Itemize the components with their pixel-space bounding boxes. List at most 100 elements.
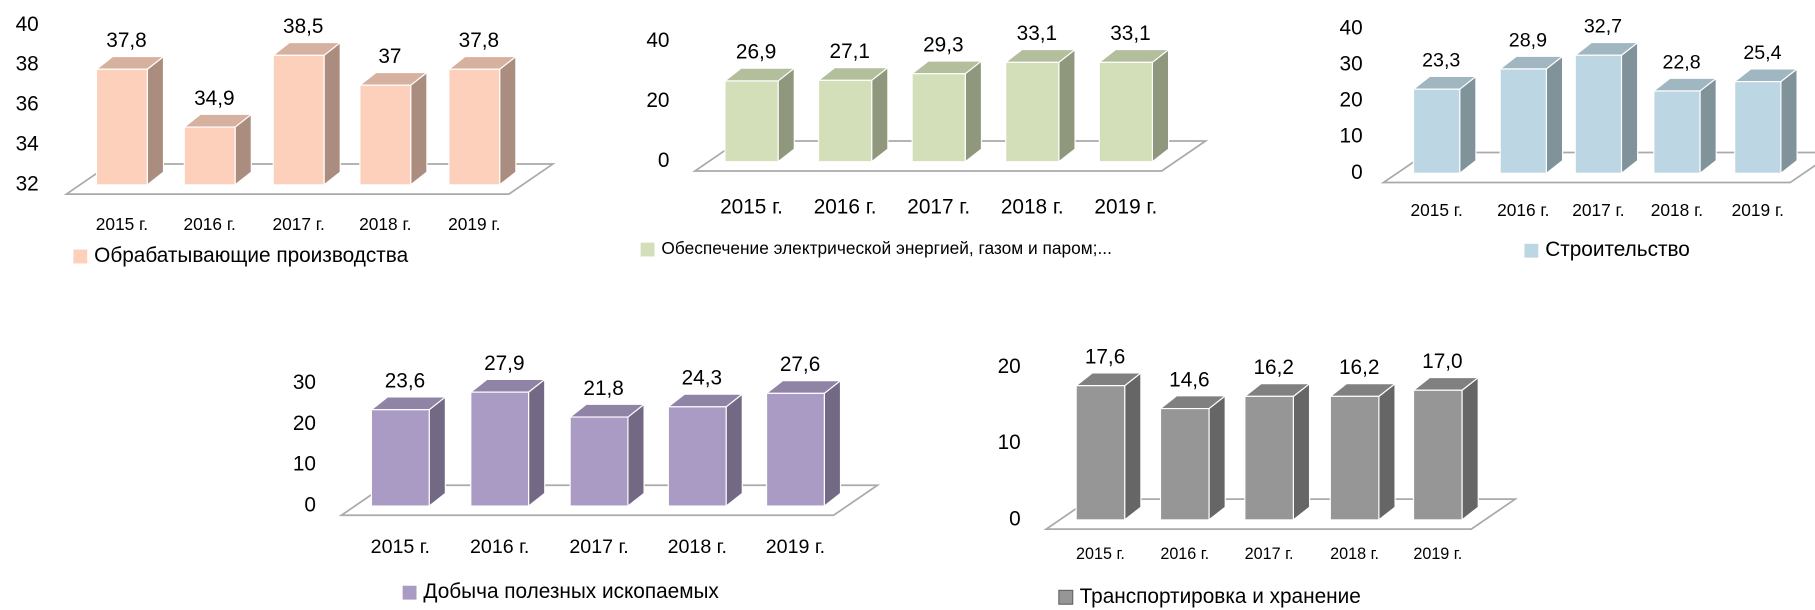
bar (359, 84, 412, 186)
y-tick-label: 10 (998, 431, 1021, 454)
bar (569, 416, 629, 507)
data-label: 27,6 (780, 353, 820, 376)
data-label: 37 (378, 45, 401, 68)
data-label: 24,3 (682, 367, 722, 390)
data-label: 23,6 (385, 369, 425, 392)
x-tick-label: 2016 г. (184, 214, 236, 234)
legend-swatch (1524, 243, 1539, 258)
bar-side (777, 67, 795, 163)
bar-side (1208, 394, 1226, 522)
data-label: 21,8 (583, 377, 623, 400)
x-tick-label: 2018 г. (1001, 195, 1064, 218)
legend-label: Обеспечение электрической энергией, газо… (661, 238, 1111, 258)
y-tick-label: 32 (16, 172, 39, 195)
x-tick-label: 2018 г. (668, 536, 727, 558)
bar-side (871, 66, 889, 163)
bar-side (964, 59, 983, 163)
bar (95, 68, 148, 186)
bar (470, 391, 530, 507)
data-label: 22,8 (1662, 51, 1700, 73)
bar-side (1545, 55, 1564, 175)
x-tick-label: 2016 г. (1497, 200, 1549, 220)
bar-side (1058, 48, 1076, 163)
bar-side (725, 392, 743, 508)
y-tick-label: 0 (304, 494, 316, 517)
y-tick-label: 30 (293, 371, 316, 394)
x-tick-label: 2015 г. (1410, 200, 1462, 220)
y-tick-label: 20 (1340, 89, 1363, 112)
y-tick-label: 0 (658, 149, 670, 172)
bar-side (1124, 371, 1142, 522)
x-tick-label: 2015 г. (96, 214, 148, 234)
y-tick-label: 34 (16, 132, 39, 155)
bar-side (1461, 376, 1479, 522)
y-tick-label: 20 (293, 412, 316, 435)
x-tick-label: 2015 г. (1076, 545, 1125, 563)
x-tick-label: 2019 г. (766, 536, 825, 558)
x-tick-label: 2016 г. (470, 536, 529, 558)
data-label: 29,3 (923, 33, 963, 56)
x-tick-label: 2016 г. (814, 195, 877, 218)
bar-side (1620, 41, 1639, 175)
bar-side (1378, 382, 1396, 522)
bar (370, 409, 430, 507)
data-label: 38,5 (283, 15, 323, 38)
bar (448, 68, 501, 186)
bar-side (146, 55, 165, 187)
bar (1075, 385, 1126, 521)
y-tick-label: 40 (1340, 16, 1363, 39)
y-tick-label: 40 (646, 29, 669, 52)
legend-swatch (1058, 589, 1074, 605)
bar (1159, 407, 1210, 521)
legend-swatch (640, 242, 655, 257)
bar (183, 126, 236, 186)
bar-side (1459, 75, 1477, 175)
x-tick-label: 2017 г. (1572, 200, 1624, 220)
bar (765, 392, 825, 507)
y-tick-label: 30 (1340, 52, 1363, 75)
x-tick-label: 2018 г. (1651, 200, 1703, 220)
floor (692, 140, 1209, 172)
data-label: 17,6 (1085, 345, 1125, 368)
bar (911, 73, 966, 163)
bar (1574, 54, 1623, 174)
bar (817, 79, 873, 163)
floor (1380, 151, 1815, 184)
data-label: 26,9 (736, 41, 776, 64)
legend-swatch (73, 249, 88, 264)
data-label: 32,7 (1584, 16, 1622, 38)
bar (1499, 68, 1547, 174)
data-label: 37,8 (106, 29, 146, 52)
bar (667, 406, 727, 507)
bar (724, 80, 779, 163)
legend-label: Строительство (1545, 238, 1690, 261)
x-tick-label: 2017 г. (907, 195, 970, 218)
data-label: 16,2 (1339, 356, 1379, 379)
y-tick-label: 0 (1009, 507, 1021, 530)
data-label: 37,8 (459, 29, 499, 52)
x-tick-label: 2018 г. (359, 214, 411, 234)
bar (1412, 389, 1463, 521)
bar-side (323, 41, 341, 187)
y-tick-label: 36 (16, 93, 39, 116)
bar (1653, 90, 1701, 174)
data-label: 27,9 (484, 352, 524, 375)
bar-side (410, 71, 428, 187)
x-tick-label: 2019 г. (1094, 195, 1157, 218)
bar (1329, 395, 1380, 521)
x-tick-label: 2016 г. (1160, 545, 1209, 563)
floor (63, 163, 556, 195)
data-label: 33,1 (1017, 22, 1057, 45)
data-label: 25,4 (1743, 42, 1781, 64)
bar-side (627, 403, 645, 508)
bar (1734, 81, 1782, 174)
data-label: 16,2 (1254, 356, 1294, 379)
y-tick-label: 20 (998, 355, 1021, 378)
y-tick-label: 38 (16, 53, 39, 76)
bar-side (499, 55, 517, 187)
bar-side (1292, 382, 1311, 522)
y-tick-label: 10 (293, 453, 316, 476)
x-tick-label: 2017 г. (272, 214, 324, 234)
x-tick-label: 2017 г. (1245, 545, 1294, 563)
